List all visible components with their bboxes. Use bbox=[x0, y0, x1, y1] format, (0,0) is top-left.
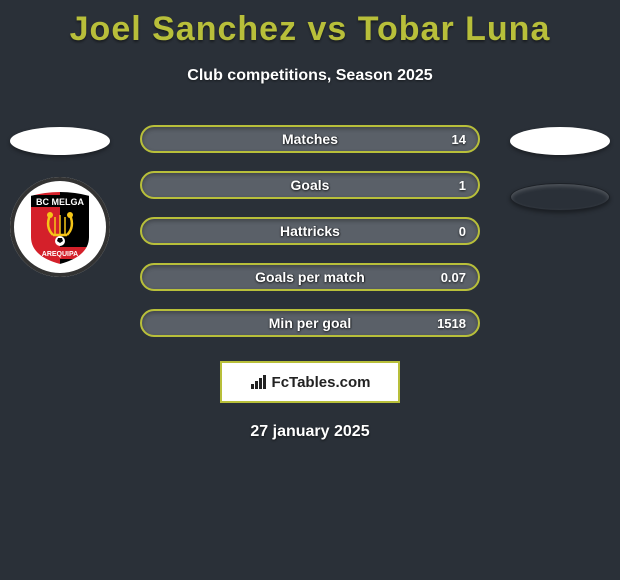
player-slot-left bbox=[10, 127, 110, 155]
stat-right-value: 0.07 bbox=[441, 270, 466, 285]
content-area: BC MELGA AREQUIPA bbox=[0, 125, 620, 441]
stat-row: Matches 14 bbox=[140, 125, 480, 153]
stat-label: Goals bbox=[142, 177, 478, 193]
left-column: BC MELGA AREQUIPA bbox=[0, 125, 120, 277]
brand-text: FcTables.com bbox=[272, 374, 371, 391]
stat-right-value: 1518 bbox=[437, 316, 466, 331]
stat-right-value: 1 bbox=[459, 178, 466, 193]
badge-top-text: BC MELGA bbox=[36, 197, 84, 207]
brand-box: FcTables.com bbox=[220, 361, 400, 403]
melgar-badge-icon: BC MELGA AREQUIPA bbox=[19, 183, 101, 271]
stat-label: Matches bbox=[142, 131, 478, 147]
player-slot-right-top bbox=[510, 127, 610, 155]
stat-label: Min per goal bbox=[142, 315, 478, 331]
date-text: 27 january 2025 bbox=[0, 423, 620, 441]
stat-row: Goals 1 bbox=[140, 171, 480, 199]
stat-right-value: 14 bbox=[452, 132, 466, 147]
player-slot-right-bottom bbox=[510, 183, 610, 211]
stat-row: Min per goal 1518 bbox=[140, 309, 480, 337]
page-subtitle: Club competitions, Season 2025 bbox=[0, 67, 620, 85]
team-badge-left: BC MELGA AREQUIPA bbox=[10, 177, 110, 277]
bar-chart-icon bbox=[250, 373, 268, 391]
page-title: Joel Sanchez vs Tobar Luna bbox=[0, 0, 620, 49]
badge-bottom-text: AREQUIPA bbox=[42, 251, 78, 258]
right-column bbox=[500, 125, 620, 211]
stat-label: Hattricks bbox=[142, 223, 478, 239]
stat-right-value: 0 bbox=[459, 224, 466, 239]
stats-list: Matches 14 Goals 1 Hattricks 0 Goals per… bbox=[140, 125, 480, 337]
stat-row: Hattricks 0 bbox=[140, 217, 480, 245]
stat-row: Goals per match 0.07 bbox=[140, 263, 480, 291]
stat-label: Goals per match bbox=[142, 269, 478, 285]
